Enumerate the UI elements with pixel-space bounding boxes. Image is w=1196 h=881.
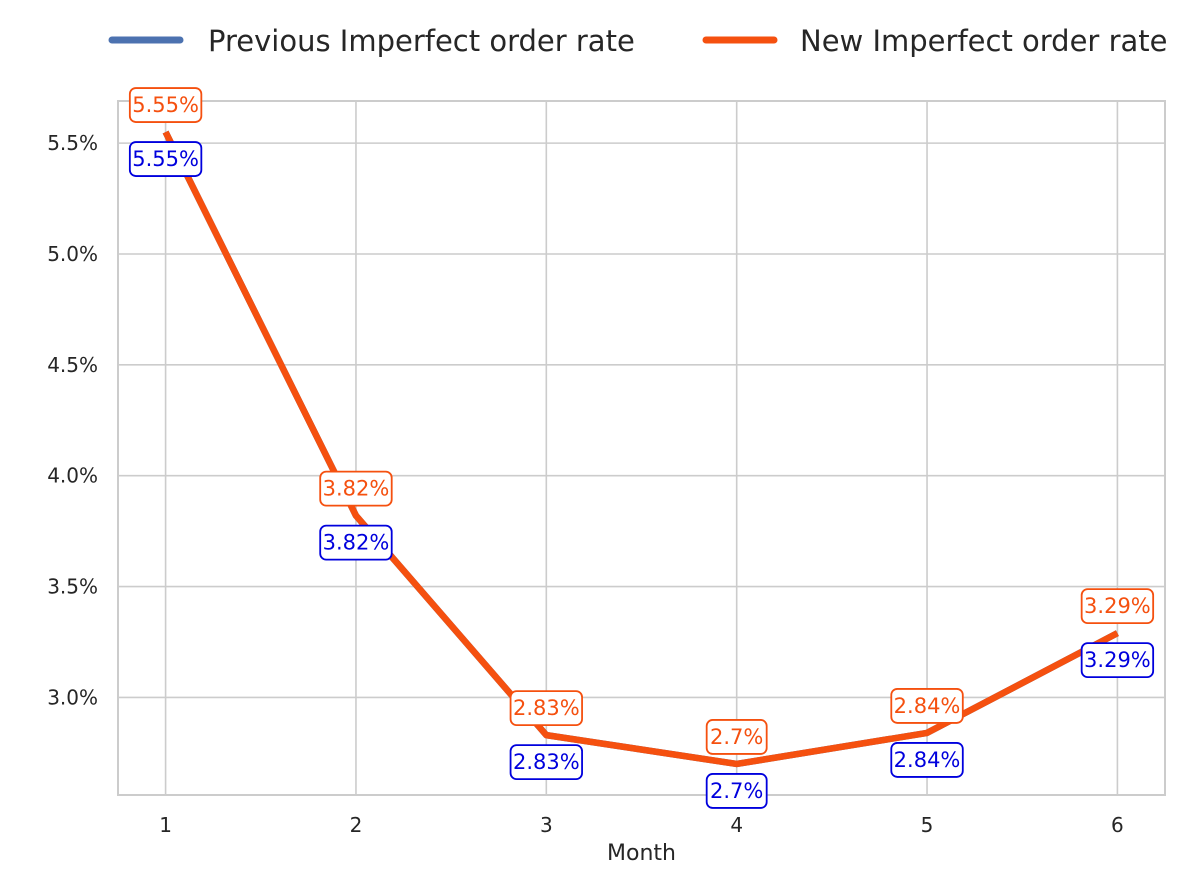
y-axis-ticks: 3.0% 3.5% 4.0% 4.5% 5.0% 5.5% — [47, 131, 98, 709]
data-label-previous: 3.82% — [319, 524, 393, 561]
series-line-previous — [162, 130, 1119, 768]
data-label-text: 2.84% — [894, 748, 961, 772]
data-label-text: 3.29% — [1084, 594, 1151, 618]
y-tick-label: 3.0% — [47, 685, 98, 709]
legend: Previous Imperfect order rate New Imperf… — [108, 24, 1167, 58]
data-label-box — [319, 524, 393, 561]
legend-label-previous: Previous Imperfect order rate — [208, 24, 635, 58]
data-label-box — [1080, 588, 1155, 625]
data-label-box — [128, 87, 203, 123]
legend-label-new: New Imperfect order rate — [800, 24, 1167, 58]
data-label-previous: 2.83% — [509, 744, 583, 781]
series-lines — [162, 130, 1119, 768]
x-tick-label: 6 — [1111, 813, 1124, 837]
data-label-box — [509, 690, 583, 727]
data-label-previous: 2.7% — [705, 773, 768, 809]
data-label-text: 2.7% — [710, 779, 763, 803]
data-label-box — [705, 773, 768, 809]
y-tick-label: 5.0% — [47, 242, 98, 266]
grid — [118, 101, 1165, 795]
data-label-new: 3.82% — [319, 470, 393, 507]
data-label-box — [1080, 642, 1155, 679]
x-axis-label: Month — [607, 841, 676, 866]
data-label-text: 2.7% — [710, 725, 763, 749]
data-label-new: 2.84% — [890, 688, 964, 724]
data-label-text: 3.82% — [323, 477, 390, 501]
data-label-previous: 3.29% — [1080, 642, 1155, 679]
data-label-new: 5.55% — [128, 87, 203, 123]
data-label-previous: 5.55% — [128, 141, 203, 177]
data-label-box — [890, 688, 964, 724]
y-tick-label: 5.5% — [47, 131, 98, 155]
x-tick-label: 4 — [730, 813, 743, 837]
data-label-box — [128, 141, 203, 177]
data-label-text: 5.55% — [132, 93, 199, 117]
data-label-previous: 2.84% — [890, 742, 964, 778]
y-tick-label: 4.5% — [47, 353, 98, 377]
data-labels: 5.55% 3.82% 2.83% 2.7% 2.84% 3.29% 5.55% 3.82% 2… — [128, 87, 1155, 809]
y-tick-label: 4.0% — [47, 464, 98, 488]
data-label-text: 2.84% — [894, 694, 961, 718]
x-tick-label: 2 — [350, 813, 363, 837]
x-tick-label: 3 — [540, 813, 553, 837]
data-label-text: 2.83% — [513, 750, 580, 774]
x-axis-ticks: 1 2 3 4 5 6 — [159, 813, 1124, 837]
data-label-box — [509, 744, 583, 781]
data-label-new: 2.83% — [509, 690, 583, 727]
data-label-box — [705, 719, 768, 755]
data-label-text: 3.29% — [1084, 648, 1151, 672]
data-label-text: 2.83% — [513, 696, 580, 720]
data-label-text: 3.82% — [323, 531, 390, 555]
x-tick-label: 5 — [921, 813, 934, 837]
y-tick-label: 3.5% — [47, 575, 98, 599]
data-label-text: 5.55% — [132, 147, 199, 171]
data-label-new: 3.29% — [1080, 588, 1155, 625]
plot-area-frame — [117, 100, 1166, 796]
x-tick-label: 1 — [159, 813, 172, 837]
data-label-box — [890, 742, 964, 778]
data-label-box — [319, 470, 393, 507]
series-line-new — [162, 130, 1119, 768]
data-label-new: 2.7% — [705, 719, 768, 755]
